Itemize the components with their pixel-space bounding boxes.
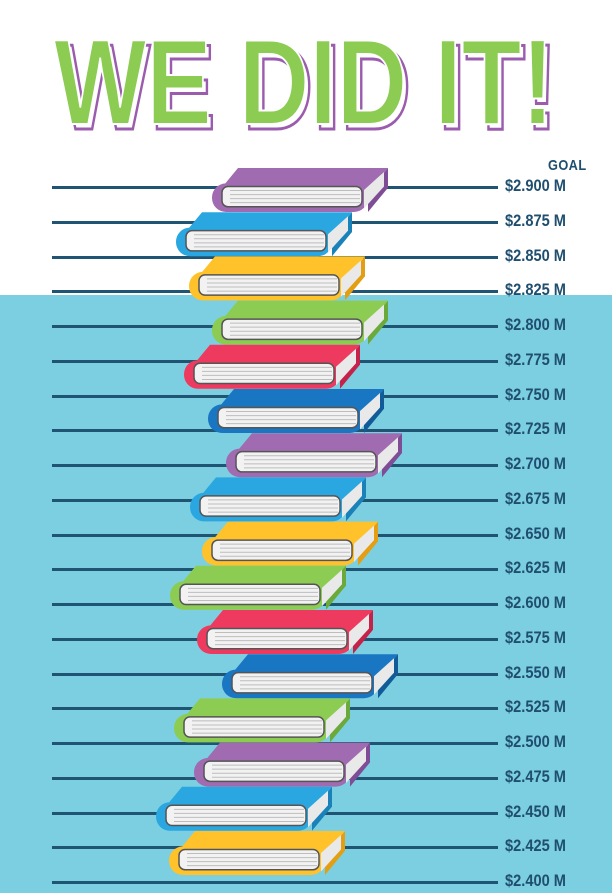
book — [184, 344, 360, 389]
scale-label: $2.750 M — [505, 384, 566, 404]
book — [190, 477, 366, 522]
book — [208, 389, 384, 433]
scale-label: $2.600 M — [505, 593, 566, 612]
scale-label: $2.400 M — [505, 871, 566, 890]
scale-row: $2.400 M — [0, 871, 612, 895]
scale-label: $2.900 M — [505, 176, 566, 195]
scale-label: $2.700 M — [505, 454, 566, 473]
headline: WE DID IT! WE DID IT! — [0, 14, 612, 144]
book — [174, 698, 350, 743]
goal-label: GOAL — [548, 157, 587, 174]
book — [176, 212, 352, 257]
scale-label: $2.875 M — [505, 210, 566, 230]
scale-label: $2.525 M — [505, 697, 566, 717]
scale-label: $2.425 M — [505, 836, 566, 856]
headline-text: WE DID IT! — [54, 14, 554, 144]
scale-line — [52, 881, 498, 884]
book — [156, 786, 332, 831]
book — [222, 654, 398, 699]
scale-label: $2.825 M — [505, 280, 566, 300]
scale-label: $2.625 M — [505, 558, 566, 578]
scale-label: $2.650 M — [505, 523, 566, 543]
headline-shadow: WE DID IT! — [58, 19, 558, 144]
book — [202, 521, 378, 566]
scale-label: $2.475 M — [505, 766, 566, 786]
scale-label: $2.675 M — [505, 488, 566, 508]
scale-label: $2.550 M — [505, 662, 566, 682]
scale-label: $2.500 M — [505, 732, 566, 751]
book — [189, 256, 365, 301]
book — [226, 433, 402, 478]
book — [169, 831, 345, 875]
book — [212, 300, 388, 345]
scale-label: $2.775 M — [505, 349, 566, 369]
book — [212, 168, 388, 212]
book — [197, 610, 373, 654]
scale-label: $2.725 M — [505, 419, 566, 439]
book — [194, 742, 370, 787]
scale-label: $2.575 M — [505, 627, 566, 647]
scale-label: $2.850 M — [505, 245, 566, 265]
book — [170, 565, 346, 610]
scale-label: $2.800 M — [505, 315, 566, 334]
scale-label: $2.450 M — [505, 801, 566, 821]
